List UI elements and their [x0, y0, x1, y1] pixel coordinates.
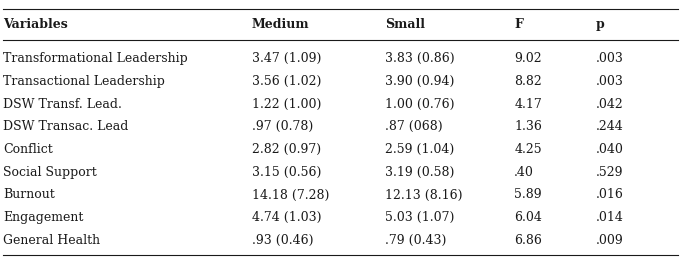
Text: DSW Transac. Lead: DSW Transac. Lead: [3, 120, 129, 133]
Text: 8.82: 8.82: [514, 75, 542, 88]
Text: 3.56 (1.02): 3.56 (1.02): [252, 75, 321, 88]
Text: p: p: [596, 18, 605, 31]
Text: 3.19 (0.58): 3.19 (0.58): [385, 166, 454, 179]
Text: Engagement: Engagement: [3, 211, 84, 224]
Text: 6.04: 6.04: [514, 211, 542, 224]
Text: DSW Transf. Lead.: DSW Transf. Lead.: [3, 98, 123, 111]
Text: 1.36: 1.36: [514, 120, 542, 133]
Text: 4.25: 4.25: [514, 143, 542, 156]
Text: .003: .003: [596, 75, 624, 88]
Text: .79 (0.43): .79 (0.43): [385, 234, 446, 247]
Text: .529: .529: [596, 166, 623, 179]
Text: .040: .040: [596, 143, 624, 156]
Text: Transformational Leadership: Transformational Leadership: [3, 52, 188, 65]
Text: .87 (068): .87 (068): [385, 120, 443, 133]
Text: 2.59 (1.04): 2.59 (1.04): [385, 143, 454, 156]
Text: 14.18 (7.28): 14.18 (7.28): [252, 188, 330, 201]
Text: Social Support: Social Support: [3, 166, 97, 179]
Text: 3.47 (1.09): 3.47 (1.09): [252, 52, 321, 65]
Text: 3.90 (0.94): 3.90 (0.94): [385, 75, 454, 88]
Text: .244: .244: [596, 120, 624, 133]
Text: 5.03 (1.07): 5.03 (1.07): [385, 211, 454, 224]
Text: Burnout: Burnout: [3, 188, 55, 201]
Text: 9.02: 9.02: [514, 52, 542, 65]
Text: 3.15 (0.56): 3.15 (0.56): [252, 166, 321, 179]
Text: .40: .40: [514, 166, 534, 179]
Text: 3.83 (0.86): 3.83 (0.86): [385, 52, 454, 65]
Text: 4.17: 4.17: [514, 98, 542, 111]
Text: .014: .014: [596, 211, 624, 224]
Text: .003: .003: [596, 52, 624, 65]
Text: .93 (0.46): .93 (0.46): [252, 234, 313, 247]
Text: Transactional Leadership: Transactional Leadership: [3, 75, 165, 88]
Text: Small: Small: [385, 18, 425, 31]
Text: F: F: [514, 18, 523, 31]
Text: 1.00 (0.76): 1.00 (0.76): [385, 98, 454, 111]
Text: .016: .016: [596, 188, 624, 201]
Text: 12.13 (8.16): 12.13 (8.16): [385, 188, 462, 201]
Text: Conflict: Conflict: [3, 143, 53, 156]
Text: 6.86: 6.86: [514, 234, 542, 247]
Text: .97 (0.78): .97 (0.78): [252, 120, 313, 133]
Text: 1.22 (1.00): 1.22 (1.00): [252, 98, 321, 111]
Text: 4.74 (1.03): 4.74 (1.03): [252, 211, 321, 224]
Text: Variables: Variables: [3, 18, 68, 31]
Text: 2.82 (0.97): 2.82 (0.97): [252, 143, 321, 156]
Text: 5.89: 5.89: [514, 188, 542, 201]
Text: Medium: Medium: [252, 18, 310, 31]
Text: .042: .042: [596, 98, 624, 111]
Text: .009: .009: [596, 234, 624, 247]
Text: General Health: General Health: [3, 234, 101, 247]
